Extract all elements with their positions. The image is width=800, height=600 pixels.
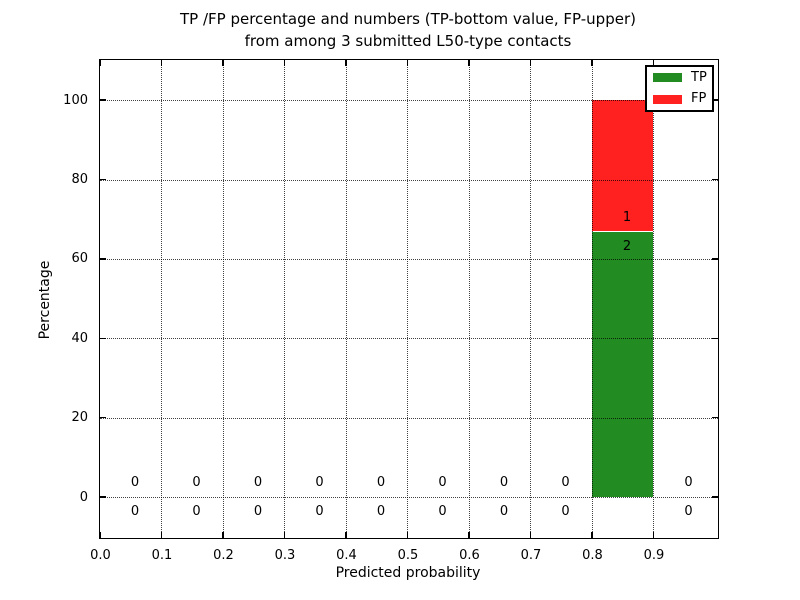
x-tick-top (222, 60, 224, 66)
x-tick-top (345, 60, 347, 66)
gridline-horizontal (100, 497, 718, 499)
x-tick-label: 0.2 (213, 548, 234, 563)
x-tick-bottom (406, 532, 409, 538)
tp-count-label: 0 (499, 503, 509, 519)
y-tick-label: 80 (71, 172, 88, 187)
legend-swatch-tp (653, 73, 682, 83)
x-tick-bottom (529, 532, 532, 538)
x-tick-top (160, 60, 163, 66)
x-tick-bottom (591, 532, 593, 538)
fp-count-label: 0 (253, 475, 263, 491)
legend: TP FP (645, 65, 714, 112)
tp-count-label: 2 (622, 238, 632, 254)
y-tick-right (712, 416, 718, 419)
legend-entry-tp: TP (653, 69, 707, 87)
y-tick-left (100, 258, 106, 260)
y-tick-left (100, 337, 106, 340)
fp-count-label: 0 (684, 475, 693, 491)
y-tick-left (100, 416, 106, 419)
gridline-horizontal (100, 258, 718, 260)
x-tick-label: 0.1 (151, 548, 173, 563)
legend-entry-fp: FP (653, 91, 706, 109)
fp-count-label: 0 (561, 475, 570, 491)
y-tick-label: 60 (71, 251, 88, 267)
fp-count-label: 0 (130, 475, 140, 491)
y-tick-right (712, 337, 718, 340)
tp-count-label: 0 (253, 503, 263, 519)
tp-count-label: 0 (315, 503, 324, 519)
y-axis-label: Percentage (37, 260, 53, 340)
y-tick-right (712, 496, 718, 498)
y-tick-label: 40 (71, 330, 88, 346)
x-tick-label: 0.6 (459, 548, 480, 563)
x-axis-label: Predicted probability (335, 565, 481, 581)
y-tick-label: 20 (71, 410, 88, 426)
gridline-horizontal (100, 179, 718, 181)
gridline-horizontal (100, 100, 718, 102)
y-tick-left (100, 496, 106, 498)
gridline-vertical (591, 60, 593, 538)
x-tick-top (468, 60, 470, 66)
gridline-vertical (407, 60, 409, 538)
legend-label-fp: FP (691, 91, 707, 107)
bar-segment-fp (591, 100, 654, 233)
x-tick-top (529, 60, 532, 66)
x-tick-bottom (345, 532, 347, 538)
chart-title: TP /FP percentage and numbers (TP-bottom… (99, 8, 717, 52)
tp-count-label: 0 (130, 503, 140, 519)
x-tick-bottom (468, 532, 470, 538)
y-tick-right (712, 258, 718, 260)
y-tick-left (100, 178, 106, 181)
gridline-horizontal (100, 338, 718, 340)
y-tick-left (100, 99, 106, 101)
x-tick-label: 0.3 (274, 548, 296, 563)
gridline-horizontal (100, 417, 718, 419)
gridline-vertical (468, 60, 470, 538)
y-tick-label: 0 (79, 489, 88, 505)
y-tick-label: 100 (63, 92, 88, 108)
fp-count-label: 0 (499, 475, 509, 491)
chart-title-line-2: from among 3 submitted L50-type contacts (244, 32, 572, 50)
x-tick-top (406, 60, 409, 66)
gridline-vertical (653, 60, 655, 538)
x-tick-bottom (222, 532, 224, 538)
gridline-vertical (284, 60, 286, 538)
bar-segment-tp (591, 232, 654, 498)
x-tick-label: 0.0 (90, 548, 111, 563)
x-tick-label: 0.7 (520, 548, 542, 563)
fp-count-label: 0 (192, 475, 201, 491)
x-tick-label: 0.9 (643, 548, 665, 563)
tp-count-label: 0 (561, 503, 570, 519)
x-tick-bottom (652, 532, 655, 538)
gridline-vertical (345, 60, 347, 538)
x-tick-top (591, 60, 593, 66)
legend-label-tp: TP (691, 69, 707, 85)
y-tick-right (712, 99, 718, 101)
fp-count-label: 0 (438, 475, 447, 491)
fp-count-label: 0 (315, 475, 324, 491)
gridline-vertical (530, 60, 532, 538)
x-tick-label: 0.8 (582, 548, 603, 563)
x-tick-top (283, 60, 286, 66)
tp-count-label: 0 (192, 503, 201, 519)
tp-count-label: 0 (376, 503, 386, 519)
x-tick-bottom (99, 532, 101, 538)
tp-count-label: 0 (684, 503, 693, 519)
x-tick-top (652, 60, 655, 66)
chart-title-line-1: TP /FP percentage and numbers (TP-bottom… (180, 10, 636, 28)
x-tick-label: 0.4 (336, 548, 357, 563)
gridline-vertical (222, 60, 224, 538)
x-tick-label: 0.5 (397, 548, 419, 563)
legend-swatch-fp (653, 94, 682, 104)
tp-count-label: 0 (438, 503, 447, 519)
x-tick-bottom (160, 532, 163, 538)
x-tick-top (99, 60, 101, 66)
fp-count-label: 0 (376, 475, 386, 491)
plot-area: 0 0 0 0 0 0 0 0 0 0 0 0 0 0 0 0 1 2 0 0 (99, 59, 719, 539)
x-tick-bottom (283, 532, 286, 538)
gridline-vertical (161, 60, 163, 538)
y-tick-right (712, 178, 718, 181)
fp-count-label: 1 (622, 210, 632, 226)
